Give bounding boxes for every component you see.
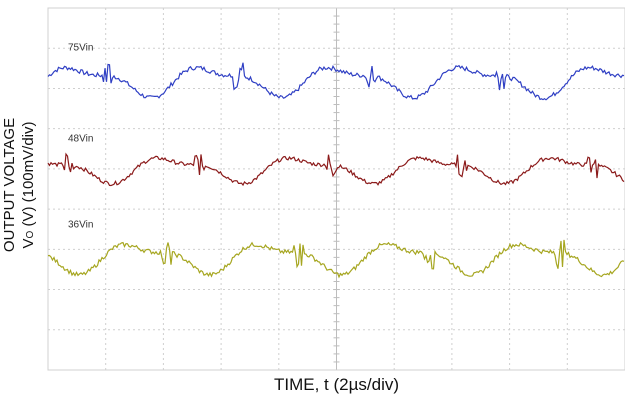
x-axis-label: TIME, t (2µs/div) <box>273 375 400 394</box>
trace-label-75Vin: 75Vin <box>68 42 93 53</box>
traces <box>47 62 625 279</box>
trace-36Vin <box>47 239 625 279</box>
plot-frame <box>47 7 625 371</box>
trace-48Vin <box>47 152 625 187</box>
trace-labels: 75Vin 48Vin 36Vin <box>68 42 93 230</box>
y-axis-label-line1: OUTPUT VOLTAGE <box>1 117 18 253</box>
trace-75Vin <box>47 62 625 101</box>
trace-label-48Vin: 48Vin <box>68 134 93 145</box>
y-axis-label-line2: VO (V) (100mV/div) <box>20 121 37 249</box>
trace-label-36Vin: 36Vin <box>68 219 93 230</box>
y-axis-label: OUTPUT VOLTAGE VO (V) (100mV/div) <box>0 0 40 370</box>
grid <box>47 7 625 371</box>
